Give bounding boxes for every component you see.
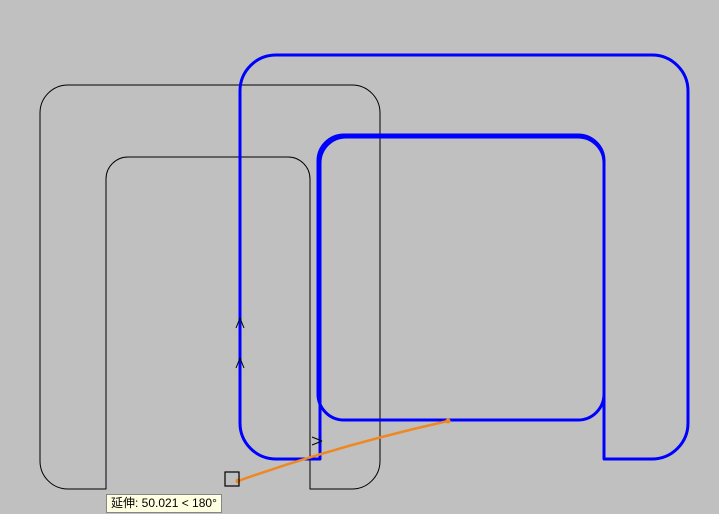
rubber-band-endpoint: [446, 419, 451, 424]
viewport-background: [0, 0, 719, 514]
cad-viewport[interactable]: [0, 0, 719, 514]
rubber-band-endpoint: [236, 479, 241, 484]
